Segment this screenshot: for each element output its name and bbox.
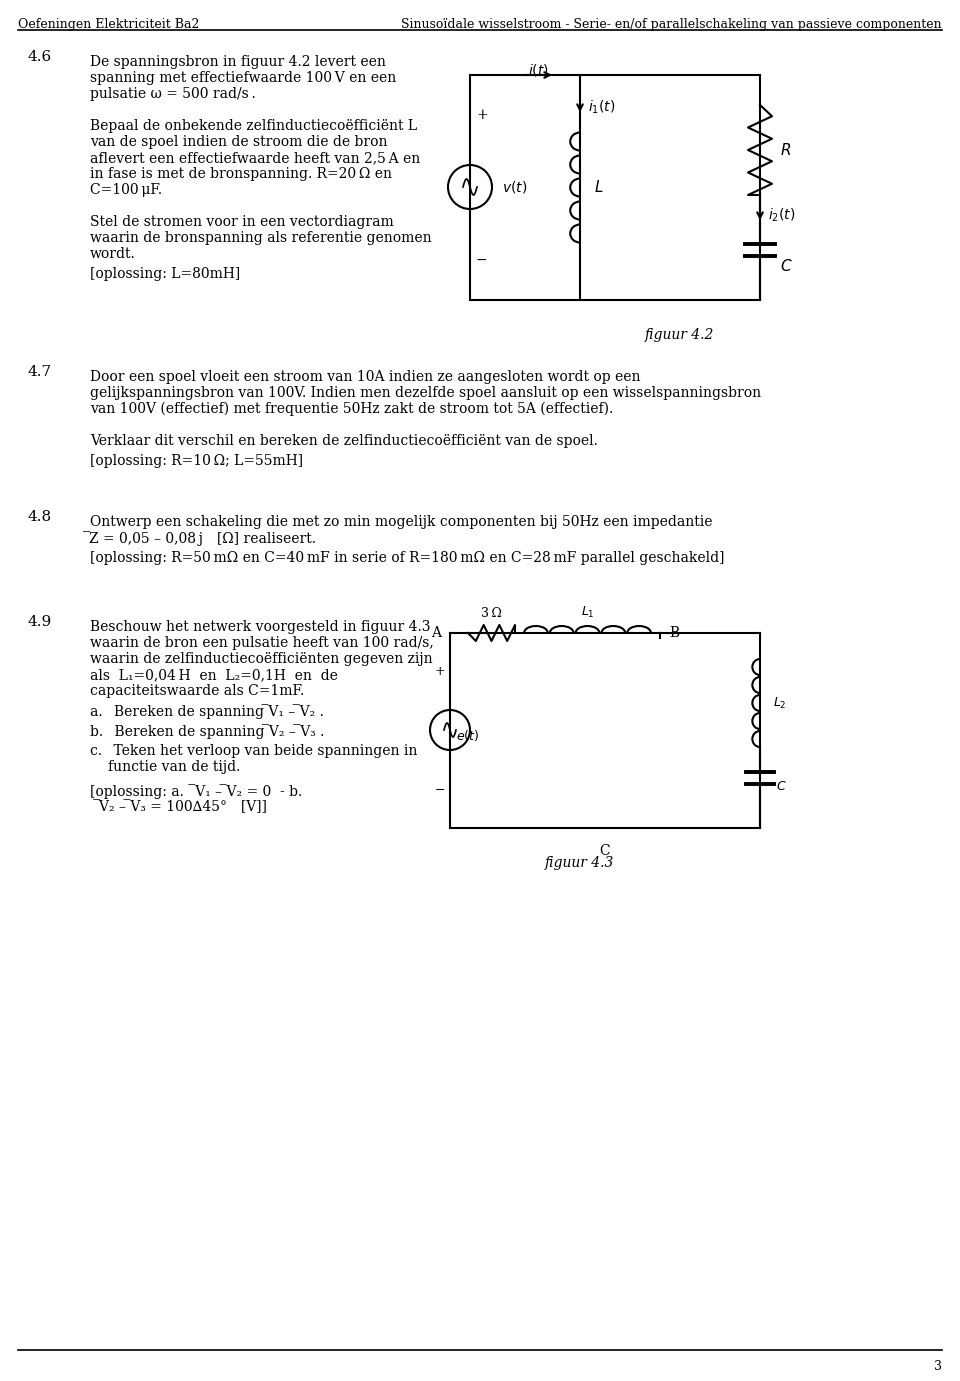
Text: figuur 4.2: figuur 4.2 — [645, 329, 714, 342]
Text: aflevert een effectiefwaarde heeft van 2,5 A en: aflevert een effectiefwaarde heeft van 2… — [90, 151, 420, 164]
Text: $L_2$: $L_2$ — [773, 696, 786, 711]
Text: C=100 μF.: C=100 μF. — [90, 184, 162, 197]
Text: Oefeningen Elektriciteit Ba2: Oefeningen Elektriciteit Ba2 — [18, 18, 200, 30]
Text: gelijkspanningsbron van 100V. Indien men dezelfde spoel aansluit op een wisselsp: gelijkspanningsbron van 100V. Indien men… — [90, 387, 761, 400]
Text: figuur 4.3: figuur 4.3 — [545, 856, 614, 870]
Text: Door een spoel vloeit een stroom van 10A indien ze aangesloten wordt op een: Door een spoel vloeit een stroom van 10A… — [90, 370, 640, 384]
Text: wordt.: wordt. — [90, 247, 135, 261]
Text: Ontwerp een schakeling die met zo min mogelijk componenten bij 50Hz een impedant: Ontwerp een schakeling die met zo min mo… — [90, 515, 712, 529]
Text: b.  Bereken de spanning ̅V₂ – ̅V₃ .: b. Bereken de spanning ̅V₂ – ̅V₃ . — [90, 724, 324, 739]
Text: ̅V₂ – ̅V₃ = 100∆45° [V]]: ̅V₂ – ̅V₃ = 100∆45° [V]] — [100, 800, 268, 813]
Text: spanning met effectiefwaarde 100 V en een: spanning met effectiefwaarde 100 V en ee… — [90, 70, 396, 86]
Text: Beschouw het netwerk voorgesteld in figuur 4.3: Beschouw het netwerk voorgesteld in figu… — [90, 620, 430, 634]
Text: 4.8: 4.8 — [28, 510, 52, 523]
Text: pulsatie ω = 500 rad/s .: pulsatie ω = 500 rad/s . — [90, 87, 255, 101]
Text: B: B — [669, 626, 679, 639]
Text: $L_1$: $L_1$ — [581, 605, 594, 620]
Text: waarin de zelfinductiecoëfficiënten gegeven zijn: waarin de zelfinductiecoëfficiënten gege… — [90, 652, 433, 666]
Text: c.  Teken het verloop van beide spanningen in: c. Teken het verloop van beide spanninge… — [90, 744, 418, 758]
Text: in fase is met de bronspanning. R=20 Ω en: in fase is met de bronspanning. R=20 Ω e… — [90, 167, 392, 181]
Text: $L$: $L$ — [594, 180, 604, 195]
Text: als  L₁=0,04 H  en  L₂=0,1H  en  de: als L₁=0,04 H en L₂=0,1H en de — [90, 668, 338, 682]
Text: Sinusoïdale wisselstroom - Serie- en/of parallelschakeling van passieve componen: Sinusoïdale wisselstroom - Serie- en/of … — [401, 18, 942, 30]
Text: [oplossing: R=50 mΩ en C=40 mF in serie of R=180 mΩ en C=28 mF parallel geschake: [oplossing: R=50 mΩ en C=40 mF in serie … — [90, 551, 725, 565]
Text: A: A — [431, 626, 441, 639]
Text: $e(t)$: $e(t)$ — [456, 728, 479, 743]
Text: waarin de bronspanning als referentie genomen: waarin de bronspanning als referentie ge… — [90, 231, 432, 244]
Text: 4.7: 4.7 — [28, 365, 52, 378]
Text: +: + — [476, 108, 488, 122]
Text: $C$: $C$ — [776, 779, 786, 793]
Text: [oplossing: R=10 Ω; L=55mH]: [oplossing: R=10 Ω; L=55mH] — [90, 454, 303, 468]
Text: $i_2(t)$: $i_2(t)$ — [768, 206, 796, 224]
Text: van 100V (effectief) met frequentie 50Hz zakt de stroom tot 5A (effectief).: van 100V (effectief) met frequentie 50Hz… — [90, 402, 613, 417]
Text: $v(t)$: $v(t)$ — [502, 180, 527, 195]
Text: Verklaar dit verschil en bereken de zelfinductiecoëfficiënt van de spoel.: Verklaar dit verschil en bereken de zelf… — [90, 434, 598, 447]
Text: −: − — [476, 253, 488, 267]
Text: $C$: $C$ — [780, 258, 793, 273]
Text: $i_1(t)$: $i_1(t)$ — [588, 98, 615, 116]
Text: 4.9: 4.9 — [28, 615, 52, 628]
Text: $i(t)$: $i(t)$ — [528, 62, 548, 77]
Text: ̅Z = 0,05 – 0,08 j [Ω] realiseert.: ̅Z = 0,05 – 0,08 j [Ω] realiseert. — [90, 532, 317, 545]
Text: $R$: $R$ — [780, 142, 791, 157]
Text: Stel de stromen voor in een vectordiagram: Stel de stromen voor in een vectordiagra… — [90, 215, 394, 229]
Text: [oplossing: L=80mH]: [oplossing: L=80mH] — [90, 267, 240, 280]
Text: +: + — [435, 664, 445, 678]
Text: waarin de bron een pulsatie heeft van 100 rad/s,: waarin de bron een pulsatie heeft van 10… — [90, 637, 434, 650]
Text: De spanningsbron in figuur 4.2 levert een: De spanningsbron in figuur 4.2 levert ee… — [90, 55, 386, 69]
Text: capaciteitswaarde als C=1mF.: capaciteitswaarde als C=1mF. — [90, 684, 304, 697]
Text: C: C — [600, 844, 611, 858]
Text: 3 Ω: 3 Ω — [481, 608, 502, 620]
Text: 3: 3 — [934, 1360, 942, 1373]
Text: [oplossing: a.  ̅V₁ – ̅V₂ = 0  - b.: [oplossing: a. ̅V₁ – ̅V₂ = 0 - b. — [90, 784, 302, 798]
Text: a.  Bereken de spanning ̅V₁ – ̅V₂ .: a. Bereken de spanning ̅V₁ – ̅V₂ . — [90, 704, 324, 720]
Text: −: − — [435, 783, 445, 797]
Text: functie van de tijd.: functie van de tijd. — [108, 760, 240, 773]
Text: van de spoel indien de stroom die de bron: van de spoel indien de stroom die de bro… — [90, 135, 388, 149]
Text: 4.6: 4.6 — [28, 50, 52, 64]
Text: Bepaal de onbekende zelfinductiecoëfficiënt L: Bepaal de onbekende zelfinductiecoëffici… — [90, 119, 418, 133]
